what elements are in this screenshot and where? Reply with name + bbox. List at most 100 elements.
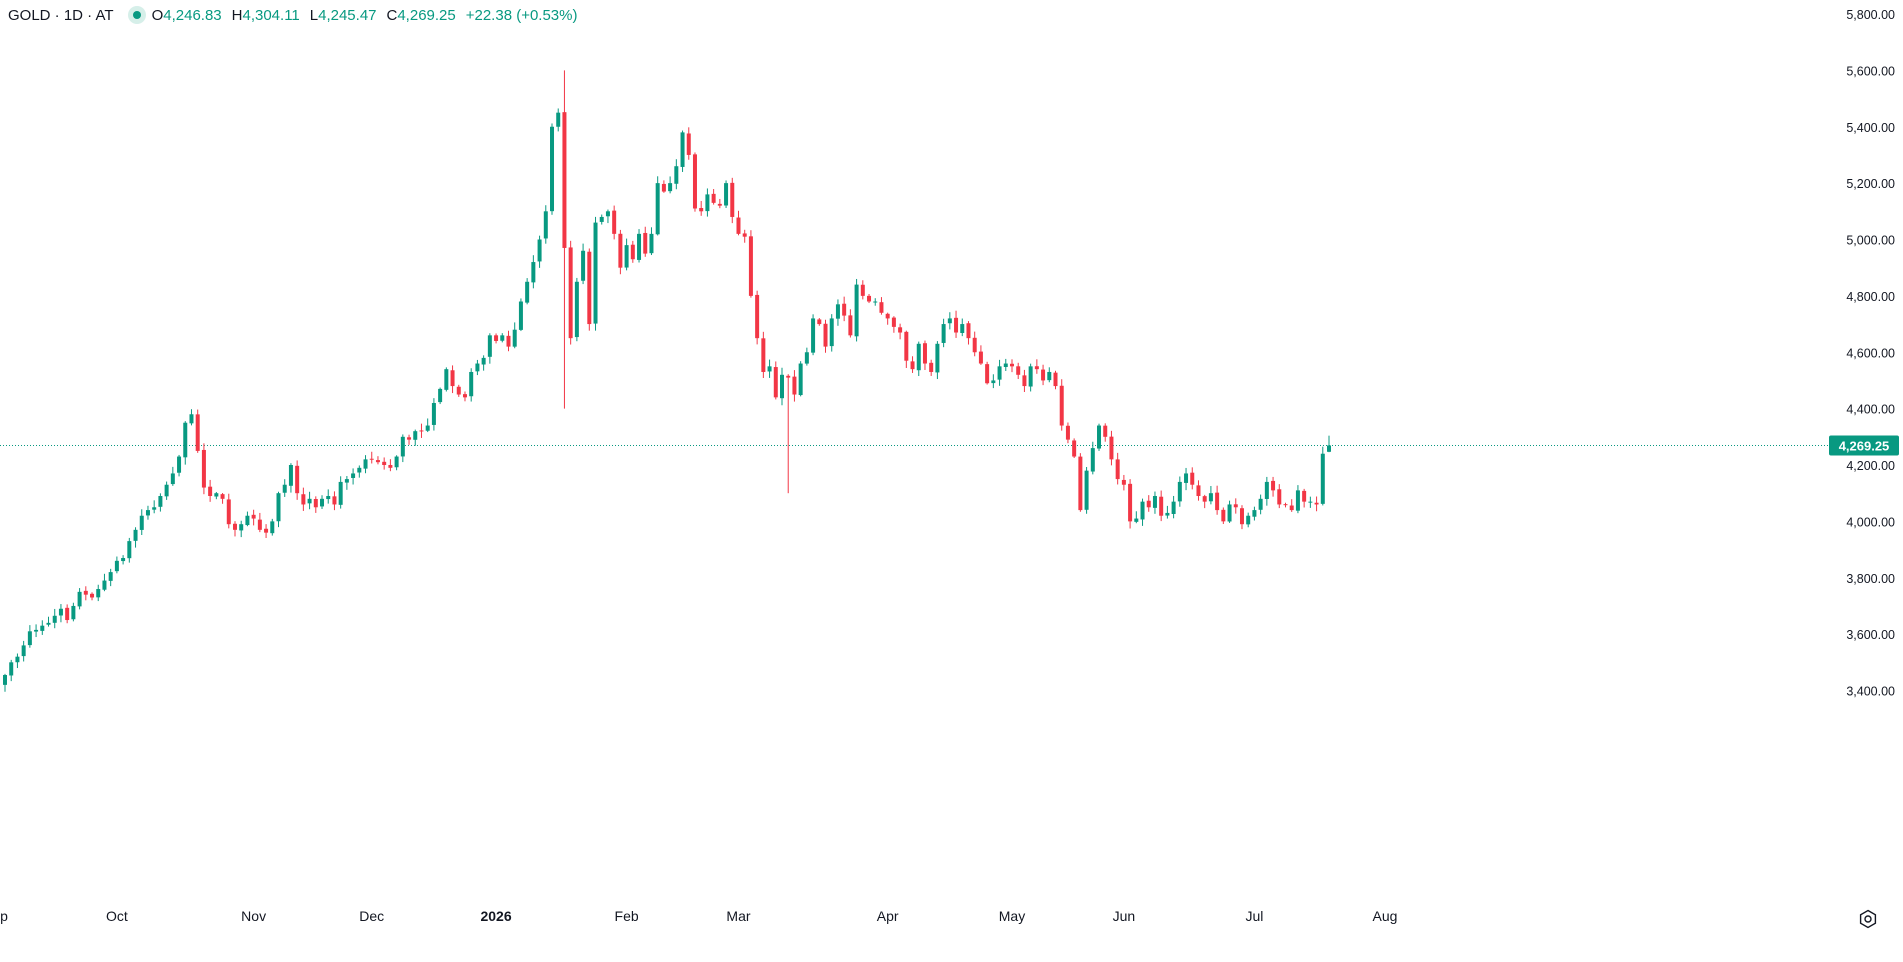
candle[interactable] xyxy=(382,457,387,470)
candle[interactable] xyxy=(848,309,853,338)
candle[interactable] xyxy=(21,640,26,662)
candle[interactable] xyxy=(326,489,331,504)
candle[interactable] xyxy=(375,456,380,465)
candle[interactable] xyxy=(1097,423,1102,451)
candle[interactable] xyxy=(817,318,822,326)
candle[interactable] xyxy=(58,604,63,623)
candle[interactable] xyxy=(226,493,231,529)
candle[interactable] xyxy=(668,176,673,194)
candle[interactable] xyxy=(506,330,511,352)
candle[interactable] xyxy=(257,512,262,533)
candle[interactable] xyxy=(1308,496,1313,508)
candle[interactable] xyxy=(518,298,523,332)
candle[interactable] xyxy=(487,333,492,364)
candle[interactable] xyxy=(494,333,499,344)
candle[interactable] xyxy=(208,479,213,502)
candle[interactable] xyxy=(357,465,362,478)
candle[interactable] xyxy=(90,592,95,601)
candle[interactable] xyxy=(1109,430,1114,466)
settings-gear-icon[interactable] xyxy=(1858,909,1878,929)
candle[interactable] xyxy=(1327,435,1332,453)
candle[interactable] xyxy=(1059,379,1064,431)
candle[interactable] xyxy=(736,210,741,236)
candle[interactable] xyxy=(158,493,163,512)
candle[interactable] xyxy=(873,298,878,306)
candle[interactable] xyxy=(363,455,368,474)
candle[interactable] xyxy=(351,468,356,485)
candle[interactable] xyxy=(46,616,51,627)
candle[interactable] xyxy=(761,331,766,379)
candle[interactable] xyxy=(145,505,150,520)
candle[interactable] xyxy=(276,491,281,528)
candle[interactable] xyxy=(407,434,412,445)
candle[interactable] xyxy=(1177,476,1182,507)
candle[interactable] xyxy=(978,345,983,365)
candle[interactable] xyxy=(1103,423,1108,442)
candle[interactable] xyxy=(301,487,306,511)
candle[interactable] xyxy=(556,108,561,132)
candle[interactable] xyxy=(1320,446,1325,506)
candle[interactable] xyxy=(245,511,250,527)
candle[interactable] xyxy=(1009,359,1014,373)
candle[interactable] xyxy=(264,524,269,538)
candle[interactable] xyxy=(904,330,909,368)
candle[interactable] xyxy=(941,318,946,348)
candle[interactable] xyxy=(624,238,629,271)
candle[interactable] xyxy=(742,229,747,243)
candle[interactable] xyxy=(195,409,200,453)
candle[interactable] xyxy=(413,429,418,446)
candle[interactable] xyxy=(332,491,337,511)
candle[interactable] xyxy=(500,333,505,343)
candle[interactable] xyxy=(1016,362,1021,380)
candle[interactable] xyxy=(1190,467,1195,490)
candle[interactable] xyxy=(438,387,443,405)
candle[interactable] xyxy=(1159,490,1164,522)
candle[interactable] xyxy=(537,235,542,268)
candle[interactable] xyxy=(1221,507,1226,525)
candle[interactable] xyxy=(3,673,7,692)
candle[interactable] xyxy=(1215,485,1220,515)
candle[interactable] xyxy=(450,365,455,394)
candle[interactable] xyxy=(71,602,76,622)
candle[interactable] xyxy=(1140,498,1145,526)
candle[interactable] xyxy=(1078,453,1083,512)
candle[interactable] xyxy=(1239,505,1244,530)
candle[interactable] xyxy=(344,476,349,490)
candle[interactable] xyxy=(77,588,82,610)
candle[interactable] xyxy=(1041,364,1046,386)
candle[interactable] xyxy=(338,476,343,509)
candle[interactable] xyxy=(282,479,287,497)
candle[interactable] xyxy=(214,491,219,500)
candle[interactable] xyxy=(655,176,660,236)
candle[interactable] xyxy=(152,500,157,514)
candle[interactable] xyxy=(1264,476,1269,506)
candle[interactable] xyxy=(1271,476,1276,497)
candle[interactable] xyxy=(15,653,20,669)
candle[interactable] xyxy=(444,367,449,392)
candle[interactable] xyxy=(599,214,604,225)
candle[interactable] xyxy=(773,361,778,400)
candle[interactable] xyxy=(1184,467,1189,491)
candle[interactable] xyxy=(1202,494,1207,509)
candle[interactable] xyxy=(425,418,430,433)
candle[interactable] xyxy=(842,296,847,322)
candle[interactable] xyxy=(121,555,126,565)
candle[interactable] xyxy=(1034,359,1039,374)
candle[interactable] xyxy=(270,518,275,536)
candle[interactable] xyxy=(512,322,517,349)
candle[interactable] xyxy=(960,318,965,337)
candle[interactable] xyxy=(692,152,697,212)
candle[interactable] xyxy=(307,491,312,510)
candle[interactable] xyxy=(1314,496,1319,512)
candle[interactable] xyxy=(1090,441,1095,475)
candle[interactable] xyxy=(574,277,579,342)
candle[interactable] xyxy=(96,584,101,602)
candle[interactable] xyxy=(1277,484,1282,509)
candle[interactable] xyxy=(400,434,405,463)
candle[interactable] xyxy=(1171,495,1176,519)
candle[interactable] xyxy=(767,359,772,378)
candle[interactable] xyxy=(618,229,623,275)
candle[interactable] xyxy=(1165,505,1170,519)
candle[interactable] xyxy=(835,299,840,326)
candle[interactable] xyxy=(394,455,399,471)
